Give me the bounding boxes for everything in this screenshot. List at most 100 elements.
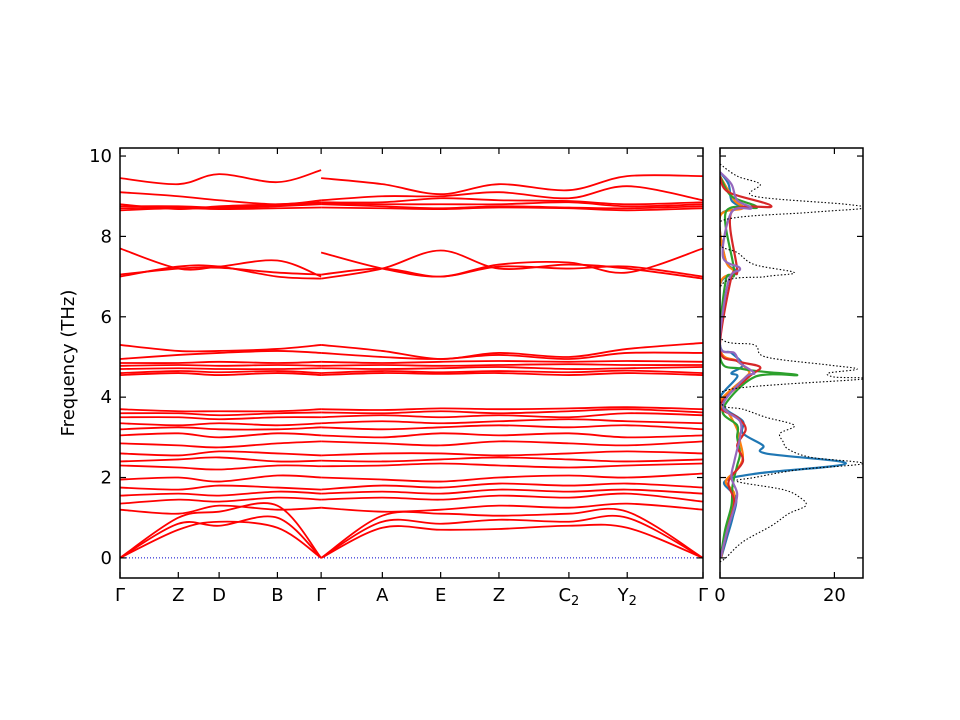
y-axis-ticks: 0 2 4 6 8 10 — [89, 146, 703, 569]
band-line-seg0-4 — [120, 496, 322, 505]
band-line-seg0-32 — [120, 191, 322, 206]
band-line-seg1-19 — [321, 369, 703, 374]
dos-frame-rect — [719, 147, 864, 579]
dos-plot-frame — [719, 147, 864, 579]
band-line-seg0-16 — [120, 411, 322, 417]
kpoint-label: Z — [493, 585, 505, 606]
kpoint-label: Z — [172, 585, 184, 606]
kpoint-label: B — [271, 585, 283, 606]
band-line-seg1-30 — [321, 201, 703, 208]
x-axis-kpoint-ticks: Γ Z D B Γ A E Z C2 Y2 Γ — [115, 148, 708, 609]
dos-x-tick-label: 0 — [714, 585, 725, 606]
band-line-seg0-22 — [120, 360, 322, 364]
band-line-seg1-28 — [321, 206, 703, 212]
band-line-seg1-15 — [321, 412, 703, 419]
band-line-seg1-2 — [320, 507, 703, 559]
band-line-seg0-8 — [120, 464, 322, 471]
band-line-seg1-21 — [321, 363, 703, 367]
band-line-seg1-4 — [321, 492, 703, 503]
band-line-seg1-11 — [321, 440, 703, 447]
band-line-seg0-23 — [120, 350, 322, 360]
kpoint-label: D — [212, 585, 226, 606]
band-line-seg1-9 — [321, 456, 703, 463]
kpoint-label: A — [376, 585, 389, 606]
y-tick-label: 4 — [101, 387, 112, 408]
band-line-seg1-27 — [320, 247, 703, 278]
band-structure-plot: 0 2 4 6 8 10 Γ Z D B Γ A E Z C2 Y2 Γ Frequency (THz) — [58, 146, 708, 609]
kpoint-subscript: 2 — [571, 594, 579, 609]
band-line-seg1-29 — [321, 203, 703, 210]
y-tick-label: 6 — [101, 307, 112, 328]
band-line-seg1-20 — [321, 366, 703, 370]
dos-partial-curve-2 — [720, 175, 799, 559]
band-line-seg1-22 — [321, 360, 703, 364]
band-line-seg1-31 — [321, 197, 703, 206]
band-line-seg1-16 — [321, 408, 703, 415]
y-tick-label: 2 — [101, 468, 112, 489]
band-frame-rect — [119, 147, 704, 579]
band-line-seg0-11 — [120, 440, 322, 449]
band-line-seg0-18 — [120, 372, 322, 376]
band-line-seg1-33 — [321, 174, 703, 196]
band-lines — [120, 169, 703, 559]
band-line-seg0-27 — [120, 247, 322, 278]
kpoint-label: C2 — [558, 585, 579, 609]
band-line-seg1-17 — [321, 406, 703, 411]
kpoint-label: Γ — [698, 585, 708, 606]
band-line-seg0-24 — [120, 344, 322, 353]
band-line-seg0-9 — [120, 456, 322, 463]
dos-y-axis-ticks — [720, 155, 863, 559]
band-line-seg1-32 — [321, 185, 703, 202]
kpoint-label: Γ — [316, 585, 326, 606]
band-line-seg0-2 — [120, 502, 322, 559]
y-tick-label: 10 — [89, 146, 112, 167]
dos-x-tick-label: 20 — [823, 585, 846, 606]
band-line-seg0-10 — [120, 450, 322, 457]
band-line-seg0-7 — [120, 474, 322, 483]
band-line-seg1-5 — [321, 488, 703, 495]
band-line-seg1-13 — [321, 424, 703, 431]
band-plot-frame — [119, 147, 704, 579]
band-line-seg1-24 — [321, 342, 703, 360]
band-line-seg0-26 — [120, 266, 322, 276]
band-line-seg0-0 — [120, 520, 322, 559]
y-tick-label: 8 — [101, 226, 112, 247]
band-line-seg0-14 — [120, 422, 322, 427]
dos-plot: 0 20 — [714, 147, 864, 606]
band-line-seg0-3 — [120, 504, 322, 515]
kpoint-label: E — [435, 585, 446, 606]
band-line-seg0-33 — [120, 169, 322, 186]
band-line-seg0-5 — [120, 490, 322, 497]
band-line-seg1-0 — [320, 523, 703, 559]
dos-total-curve — [720, 163, 863, 563]
band-line-seg1-10 — [321, 450, 703, 457]
band-line-seg0-12 — [120, 432, 322, 439]
band-line-seg0-19 — [120, 370, 322, 374]
band-line-seg0-17 — [120, 408, 322, 413]
dos-curves — [720, 163, 863, 563]
band-line-seg1-25 — [320, 249, 703, 280]
band-line-seg1-6 — [321, 482, 703, 491]
band-line-seg0-13 — [120, 426, 322, 431]
band-line-seg1-7 — [321, 472, 703, 483]
band-line-seg0-1 — [120, 515, 322, 559]
dos-partial-curve-4 — [720, 171, 756, 559]
band-line-seg1-14 — [321, 418, 703, 425]
y-axis-label: Frequency (THz) — [58, 290, 79, 437]
band-line-seg1-23 — [321, 351, 703, 360]
y-tick-label: 0 — [101, 548, 112, 569]
band-line-seg0-15 — [120, 416, 322, 421]
band-line-seg1-8 — [321, 462, 703, 469]
band-line-seg1-12 — [321, 432, 703, 439]
band-line-seg1-1 — [320, 514, 703, 559]
band-line-seg0-6 — [120, 484, 322, 491]
kpoint-label: Y2 — [617, 585, 637, 609]
band-line-seg0-20 — [120, 367, 322, 371]
band-line-seg0-21 — [120, 364, 322, 367]
band-line-seg1-18 — [321, 372, 703, 376]
dos-x-axis-ticks: 0 20 — [714, 148, 846, 606]
band-line-seg1-3 — [321, 502, 703, 513]
kpoint-label: Γ — [115, 585, 125, 606]
kpoint-subscript: 2 — [629, 594, 637, 609]
